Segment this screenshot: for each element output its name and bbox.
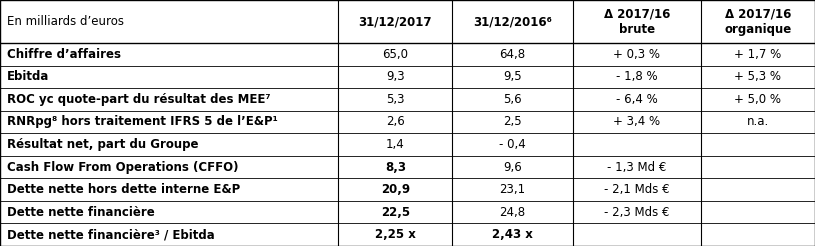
Text: Chiffre d’affaires: Chiffre d’affaires xyxy=(7,48,121,61)
Text: Dette nette financière³ / Ebitda: Dette nette financière³ / Ebitda xyxy=(7,228,214,241)
Text: En milliards d’euros: En milliards d’euros xyxy=(7,15,124,28)
Text: Δ 2017/16
organique: Δ 2017/16 organique xyxy=(725,8,791,35)
Text: Résultat net, part du Groupe: Résultat net, part du Groupe xyxy=(7,138,198,151)
Text: Dette nette hors dette interne E&P: Dette nette hors dette interne E&P xyxy=(7,183,240,196)
Text: 65,0: 65,0 xyxy=(382,48,408,61)
Text: - 1,3 Md €: - 1,3 Md € xyxy=(607,161,667,174)
Text: RNRpg⁸ hors traitement IFRS 5 de l’E&P¹: RNRpg⁸ hors traitement IFRS 5 de l’E&P¹ xyxy=(7,115,277,128)
Text: 20,9: 20,9 xyxy=(381,183,410,196)
Text: Dette nette financière: Dette nette financière xyxy=(7,206,154,219)
Text: ROC yc quote-part du résultat des MEE⁷: ROC yc quote-part du résultat des MEE⁷ xyxy=(7,93,270,106)
Text: - 1,8 %: - 1,8 % xyxy=(616,70,658,83)
Text: 2,43 x: 2,43 x xyxy=(492,228,533,241)
Text: + 1,7 %: + 1,7 % xyxy=(734,48,782,61)
Text: 5,6: 5,6 xyxy=(504,93,522,106)
Text: 2,25 x: 2,25 x xyxy=(375,228,416,241)
Text: 23,1: 23,1 xyxy=(500,183,526,196)
Text: - 2,3 Mds €: - 2,3 Mds € xyxy=(604,206,670,219)
Text: 2,5: 2,5 xyxy=(504,115,522,128)
Text: 22,5: 22,5 xyxy=(381,206,410,219)
Text: + 3,4 %: + 3,4 % xyxy=(614,115,660,128)
Text: 2,6: 2,6 xyxy=(385,115,405,128)
Text: 5,3: 5,3 xyxy=(386,93,404,106)
Text: 9,6: 9,6 xyxy=(503,161,522,174)
Text: Cash Flow From Operations (CFFO): Cash Flow From Operations (CFFO) xyxy=(7,161,238,174)
Text: + 0,3 %: + 0,3 % xyxy=(614,48,660,61)
Text: Ebitda: Ebitda xyxy=(7,70,49,83)
Text: n.a.: n.a. xyxy=(747,115,769,128)
Text: 31/12/2017: 31/12/2017 xyxy=(359,15,432,28)
Text: 9,5: 9,5 xyxy=(504,70,522,83)
Text: - 2,1 Mds €: - 2,1 Mds € xyxy=(604,183,670,196)
Text: - 0,4: - 0,4 xyxy=(500,138,526,151)
Text: 9,3: 9,3 xyxy=(386,70,404,83)
Text: 8,3: 8,3 xyxy=(385,161,406,174)
Text: + 5,0 %: + 5,0 % xyxy=(734,93,782,106)
Text: - 6,4 %: - 6,4 % xyxy=(616,93,658,106)
Text: 24,8: 24,8 xyxy=(500,206,526,219)
Text: Δ 2017/16
brute: Δ 2017/16 brute xyxy=(604,8,670,35)
Text: 31/12/2016⁶: 31/12/2016⁶ xyxy=(474,15,552,28)
Text: 64,8: 64,8 xyxy=(500,48,526,61)
Text: 1,4: 1,4 xyxy=(385,138,405,151)
Text: + 5,3 %: + 5,3 % xyxy=(734,70,782,83)
